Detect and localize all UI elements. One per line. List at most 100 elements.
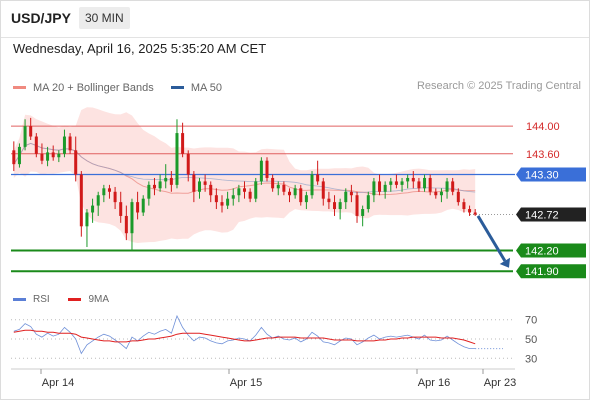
- candle-body: [85, 212, 89, 227]
- candle-body: [378, 181, 382, 192]
- timestamp: Wednesday, April 16, 2025 5:35:20 AM CET: [13, 41, 267, 56]
- candle-body: [400, 181, 404, 185]
- candle-body: [79, 174, 83, 227]
- level-label-support: 142.20: [525, 245, 559, 257]
- legend-item-rsi: RSI: [13, 294, 50, 305]
- candle-body: [169, 177, 173, 185]
- forecast-arrow-head: [499, 257, 511, 268]
- candle-body: [271, 177, 275, 189]
- candle-body: [428, 177, 432, 192]
- candle-body: [411, 177, 415, 182]
- candle-body: [74, 150, 78, 175]
- candle-body: [327, 198, 331, 203]
- candle-body: [265, 160, 269, 178]
- candle-body: [113, 191, 117, 203]
- candle-body: [333, 202, 337, 210]
- candle-body: [46, 152, 50, 161]
- candle-body: [141, 198, 145, 213]
- candle-body: [355, 195, 359, 216]
- candle-body: [96, 195, 100, 206]
- candle-body: [214, 195, 218, 203]
- rsi-9ma-line: [13, 329, 476, 345]
- candle-body: [361, 209, 365, 216]
- candle-body: [473, 212, 477, 215]
- candle-body: [254, 181, 258, 199]
- ma50-line: [13, 142, 476, 194]
- candle-body: [468, 209, 472, 213]
- legend-label-9ma: 9MA: [88, 294, 110, 305]
- candle-body: [316, 174, 320, 182]
- rsi-legend: RSI 9MA: [13, 293, 125, 305]
- candle-body: [29, 126, 33, 137]
- candle-body: [164, 177, 168, 182]
- candle-body: [338, 202, 342, 210]
- timeframe-badge[interactable]: 30 MIN: [79, 7, 130, 29]
- candle-body: [40, 153, 44, 161]
- candle-body: [17, 146, 21, 165]
- candle-body: [383, 184, 387, 192]
- candle-body: [389, 181, 393, 185]
- 9ma-swatch: [68, 298, 82, 301]
- level-label-resistance: 144.00: [526, 121, 560, 133]
- candle-body: [107, 188, 111, 192]
- candle-body: [158, 181, 162, 189]
- candle-body: [344, 191, 348, 203]
- candle-body: [12, 150, 16, 165]
- rsi-tick-label: 30: [525, 353, 537, 365]
- candle-body: [282, 184, 286, 192]
- candle-body: [209, 184, 213, 196]
- symbol-label: USD/JPY: [11, 10, 71, 26]
- legend-item-ma50: MA 50: [170, 82, 222, 94]
- x-tick-label: Apr 15: [230, 377, 262, 389]
- ma50-swatch: [170, 86, 184, 89]
- rsi-tick-label: 70: [525, 315, 537, 327]
- level-tag-pivot: [516, 167, 586, 182]
- candle-body: [226, 198, 230, 206]
- candle-body: [51, 152, 55, 158]
- candle-body: [248, 191, 252, 199]
- level-label-pivot: 143.30: [525, 170, 559, 182]
- candle-body: [186, 153, 190, 175]
- candle-body: [434, 191, 438, 196]
- candle-body: [321, 181, 325, 199]
- candle-body: [423, 177, 427, 189]
- research-credit: Research © 2025 Trading Central: [416, 80, 581, 92]
- level-tag-current: [516, 207, 586, 222]
- candle-body: [451, 181, 455, 192]
- candle-body: [299, 188, 303, 203]
- x-tick-label: Apr 16: [418, 377, 450, 389]
- candle-body: [152, 184, 156, 189]
- candle-body: [62, 136, 66, 154]
- candle-body: [237, 188, 241, 196]
- rsi-swatch: [13, 298, 26, 301]
- candle-body: [102, 188, 106, 196]
- candle-body: [259, 160, 263, 182]
- candle-body: [91, 205, 95, 213]
- rsi-tick-label: 50: [525, 334, 537, 346]
- legend-label-rsi: RSI: [33, 294, 50, 305]
- candle-body: [456, 191, 460, 203]
- level-label-support: 141.90: [525, 266, 559, 278]
- candle-body: [293, 188, 297, 196]
- x-tick-label: Apr 14: [42, 377, 74, 389]
- candle-body: [439, 191, 443, 196]
- candle-body: [310, 174, 314, 196]
- candle-body: [197, 181, 201, 192]
- candle-body: [130, 202, 134, 234]
- legend-label-ma20: MA 20 + Bollinger Bands: [33, 81, 154, 94]
- candle-body: [372, 181, 376, 196]
- ma20-swatch: [13, 86, 26, 89]
- level-label-current: 142.72: [525, 210, 559, 222]
- candle-body: [119, 202, 123, 216]
- level-label-resistance: 143.60: [526, 149, 560, 161]
- chart-header: USD/JPY 30 MIN: [0, 0, 590, 38]
- candle-body: [349, 191, 353, 196]
- rsi-line: [13, 314, 476, 355]
- candle-body: [124, 215, 128, 234]
- candle-body: [57, 153, 61, 158]
- candle-body: [276, 184, 280, 189]
- candle-body: [243, 188, 246, 192]
- price-legend: MA 20 + Bollinger Bands MA 50: [13, 80, 236, 94]
- legend-item-ma20: MA 20 + Bollinger Bands: [13, 82, 154, 94]
